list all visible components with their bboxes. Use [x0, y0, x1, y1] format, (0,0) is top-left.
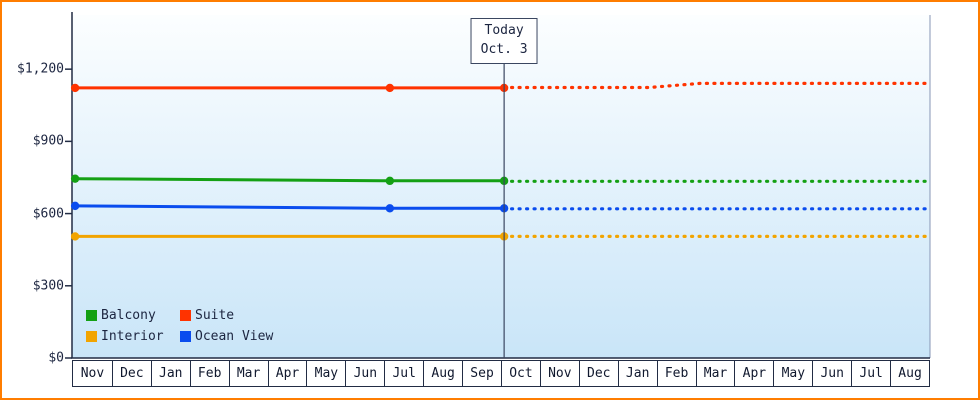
legend-item-interior: Interior — [86, 329, 180, 344]
y-axis-labels: $0 $300 $600 $900 $1,200 — [2, 2, 64, 398]
month-cell-0-nov: Nov — [80, 366, 105, 381]
month-cell-1-dec: Dec — [111, 361, 151, 386]
month-cell-4-mar: Mar — [228, 361, 268, 386]
legend-label: Ocean View — [195, 329, 274, 344]
month-cell-12-nov: Nov — [539, 361, 579, 386]
month-cell-15-feb: Feb — [656, 361, 696, 386]
month-cell-17-apr: Apr — [734, 361, 773, 386]
legend-item-balcony: Balcony — [86, 308, 180, 323]
legend-label: Suite — [195, 308, 235, 323]
month-cell-18-may: May — [773, 361, 812, 386]
legend-swatch-interior — [86, 331, 97, 342]
month-cell-14-jan: Jan — [617, 361, 657, 386]
legend-swatch-suite — [180, 310, 191, 321]
y-axis-label: $1,200 — [17, 61, 64, 77]
legend-swatch-ocean-view — [180, 331, 191, 342]
month-cell-16-mar: Mar — [695, 361, 735, 386]
month-cell-19-jun: Jun — [812, 361, 851, 386]
series-marker-suite — [70, 83, 80, 93]
month-cell-8-jul: Jul — [384, 361, 423, 386]
legend-item-suite: Suite — [180, 308, 273, 323]
y-axis-label: $0 — [48, 350, 64, 366]
legend: Balcony Suite Interior Ocean View — [86, 308, 273, 344]
today-label-line1: Today — [484, 23, 524, 38]
today-label: Today Oct. 3 — [470, 18, 538, 64]
month-cell-6-may: May — [306, 361, 345, 386]
month-cell-7-jun: Jun — [345, 361, 384, 386]
month-cell-10-sep: Sep — [462, 361, 501, 386]
x-axis-month-row: Nov Dec Jan Feb Mar Apr May Jun Jul Aug Sep Oct Nov D… — [72, 360, 930, 387]
y-axis-label: $600 — [32, 206, 64, 222]
series-marker-suite — [385, 83, 395, 93]
series-marker-ocean-view — [70, 201, 80, 211]
month-cell-13-dec: Dec — [578, 361, 618, 386]
y-axis-label: $300 — [32, 278, 64, 294]
month-cell-3-feb: Feb — [189, 361, 229, 386]
legend-label: Interior — [101, 329, 164, 344]
plot-background — [72, 15, 930, 358]
legend-label: Balcony — [101, 308, 156, 323]
y-axis-label: $900 — [32, 133, 64, 149]
month-cell-5-apr: Apr — [267, 361, 307, 386]
series-marker-balcony — [385, 176, 395, 186]
month-cell-2-jan: Jan — [150, 361, 190, 386]
today-label-line2: Oct. 3 — [480, 41, 528, 57]
month-cell-11-oct: Oct — [501, 361, 540, 386]
series-marker-ocean-view — [385, 204, 395, 213]
month-cell-21-aug: Aug — [890, 361, 929, 386]
month-cell-9-aug: Aug — [423, 361, 462, 386]
legend-swatch-balcony — [86, 310, 97, 321]
legend-item-ocean-view: Ocean View — [180, 329, 273, 344]
series-marker-balcony — [70, 174, 80, 183]
series-marker-interior — [70, 232, 80, 241]
month-cell-20-jul: Jul — [851, 361, 890, 386]
